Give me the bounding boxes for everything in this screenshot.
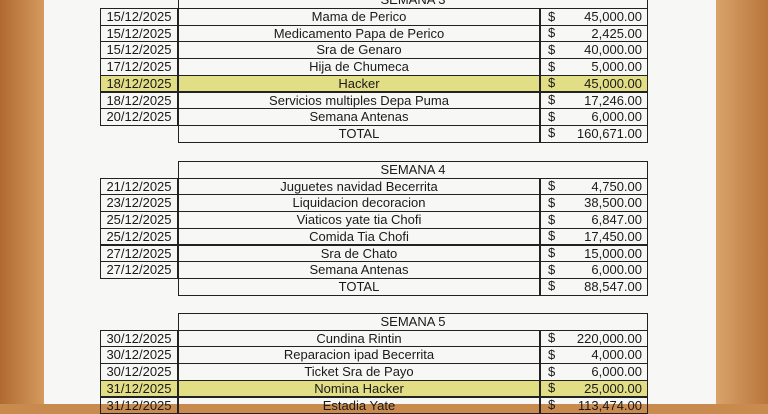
table-edge	[0, 0, 44, 404]
currency: $	[548, 109, 555, 125]
date-cell: 27/12/2025	[100, 261, 178, 279]
date-cell: 25/12/2025	[100, 228, 178, 246]
description-cell: Hacker	[178, 75, 540, 93]
date-cell: 31/12/2025	[100, 380, 178, 398]
date-cell: 23/12/2025	[100, 194, 178, 212]
currency: $	[548, 364, 555, 380]
date-cell: 17/12/2025	[100, 58, 178, 76]
date-cell: 30/12/2025	[100, 346, 178, 364]
amount-cell: 17,246.00	[540, 92, 648, 110]
currency: $	[548, 397, 555, 413]
description-cell: Reparacion ipad Becerrita	[178, 346, 540, 364]
description-cell: Medicamento Papa de Perico	[178, 25, 540, 43]
section-title: SEMANA 4	[178, 161, 648, 179]
description-cell: Cundina Rintin	[178, 330, 540, 348]
amount-cell: 25,000.00	[540, 380, 648, 398]
description-cell: Ticket Sra de Payo	[178, 363, 540, 381]
amount-cell: 4,000.00	[540, 346, 648, 364]
amount-cell: 45,000.00	[540, 75, 648, 93]
total-amount: 88,547.00	[540, 278, 648, 296]
date-cell: 20/12/2025	[100, 108, 178, 126]
currency: $	[548, 228, 555, 244]
currency: $	[548, 42, 555, 58]
currency: $	[548, 59, 555, 75]
amount-cell: 6,000.00	[540, 108, 648, 126]
description-cell: Liquidacion decoracion	[178, 194, 540, 212]
currency: $	[548, 278, 555, 294]
date-cell: 21/12/2025	[100, 178, 178, 196]
section-title: SEMANA 5	[178, 313, 648, 331]
description-cell: Viaticos yate tia Chofi	[178, 211, 540, 229]
currency: $	[548, 9, 555, 25]
currency: $	[548, 125, 555, 141]
table-edge	[716, 0, 768, 404]
currency: $	[548, 262, 555, 278]
date-cell: 15/12/2025	[100, 25, 178, 43]
description-cell: Sra de Chato	[178, 245, 540, 263]
description-cell: Juguetes navidad Becerrita	[178, 178, 540, 196]
amount-cell: 113,474.00	[540, 397, 648, 414]
description-cell: Hija de Chumeca	[178, 58, 540, 76]
description-cell: Servicios multiples Depa Puma	[178, 92, 540, 110]
currency: $	[548, 212, 555, 228]
date-cell: 31/12/2025	[100, 397, 178, 414]
date-cell: 25/12/2025	[100, 211, 178, 229]
amount-cell: 6,000.00	[540, 261, 648, 279]
date-cell: 30/12/2025	[100, 330, 178, 348]
date-cell: 27/12/2025	[100, 245, 178, 263]
amount-cell: 15,000.00	[540, 245, 648, 263]
currency: $	[548, 195, 555, 211]
description-cell: Comida Tia Chofi	[178, 228, 540, 246]
total-label: TOTAL	[178, 125, 540, 143]
amount-cell: 6,847.00	[540, 211, 648, 229]
amount-cell: 45,000.00	[540, 8, 648, 26]
currency: $	[548, 347, 555, 363]
total-amount: 160,671.00	[540, 125, 648, 143]
currency: $	[548, 92, 555, 108]
date-cell: 15/12/2025	[100, 41, 178, 59]
date-cell: 30/12/2025	[100, 363, 178, 381]
amount-cell: 40,000.00	[540, 41, 648, 59]
description-cell: Estadia Yate	[178, 397, 540, 414]
currency: $	[548, 245, 555, 261]
currency: $	[548, 380, 555, 396]
amount-cell: 6,000.00	[540, 363, 648, 381]
description-cell: Nomina Hacker	[178, 380, 540, 398]
amount-cell: 17,450.00	[540, 228, 648, 246]
currency: $	[548, 25, 555, 41]
description-cell: Semana Antenas	[178, 261, 540, 279]
currency: $	[548, 330, 555, 346]
description-cell: Semana Antenas	[178, 108, 540, 126]
date-cell: 15/12/2025	[100, 8, 178, 26]
amount-cell: 4,750.00	[540, 178, 648, 196]
amount-cell: 2,425.00	[540, 25, 648, 43]
amount-cell: 220,000.00	[540, 330, 648, 348]
currency: $	[548, 75, 555, 91]
total-label: TOTAL	[178, 278, 540, 296]
date-cell: 18/12/2025	[100, 75, 178, 93]
amount-cell: 5,000.00	[540, 58, 648, 76]
amount-cell: 38,500.00	[540, 194, 648, 212]
description-cell: Sra de Genaro	[178, 41, 540, 59]
currency: $	[548, 178, 555, 194]
date-cell: 18/12/2025	[100, 92, 178, 110]
description-cell: Mama de Perico	[178, 8, 540, 26]
